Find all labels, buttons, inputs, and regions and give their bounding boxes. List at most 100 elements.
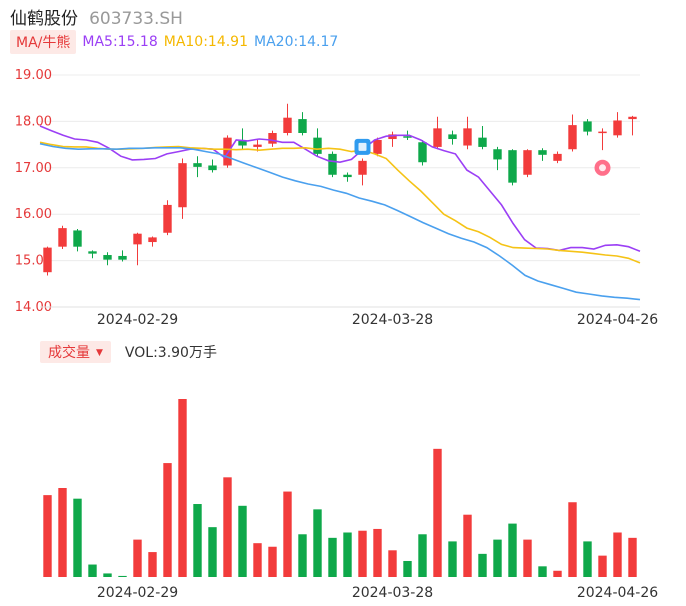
volume-bar [508, 523, 517, 577]
y-tick-label: 14.00 [15, 300, 52, 315]
candle-body [463, 128, 472, 146]
volume-bar [118, 575, 127, 577]
ma5-value: MA5:15.18 [82, 34, 158, 50]
volume-bar [538, 566, 547, 577]
stock-title: 仙鹤股份 603733.SH [10, 4, 183, 29]
candle-body [58, 228, 67, 247]
candle-body [223, 137, 232, 166]
candle-body [178, 163, 187, 208]
volume-bar [448, 541, 457, 577]
volume-bar [163, 463, 172, 577]
volume-legend: 成交量 ▼ VOL:3.90万手 [40, 341, 217, 363]
stock-name: 仙鹤股份 [10, 9, 78, 29]
x-date-label: 2024-04-26 [577, 312, 658, 328]
candle-body [43, 247, 52, 273]
candle-body [628, 116, 637, 120]
volume-bar [523, 539, 532, 577]
volume-bar [388, 550, 397, 577]
stock-code: 603733.SH [89, 9, 183, 29]
candle-body [538, 150, 547, 155]
candle-body [508, 150, 517, 183]
volume-bar [583, 541, 592, 577]
candle-body [388, 134, 397, 140]
candle-body [478, 137, 487, 147]
y-tick-label: 17.00 [15, 161, 52, 176]
volume-bar [103, 573, 112, 577]
volume-bar [88, 564, 97, 577]
candle-body [433, 128, 442, 147]
candle-body [448, 134, 457, 140]
candle-body [298, 119, 307, 133]
candle-body [523, 150, 532, 175]
y-tick-label: 19.00 [15, 68, 52, 83]
volume-bar [73, 498, 82, 577]
volume-bar [133, 539, 142, 577]
volume-bar [478, 553, 487, 577]
volume-bar [253, 543, 262, 577]
candle-body [73, 230, 82, 247]
y-tick-label: 15.00 [15, 254, 52, 269]
candle-body [163, 204, 172, 233]
ma-indicator-selector[interactable]: MA/牛熊 [10, 30, 77, 54]
candle-body [343, 174, 352, 178]
volume-bar [283, 491, 292, 577]
volume-bar [463, 514, 472, 577]
candle-body [568, 125, 577, 150]
candle-body [403, 136, 412, 138]
candle-body [583, 121, 592, 132]
candle-body [553, 153, 562, 161]
ma-line-ma10 [39, 141, 641, 264]
candle-body [328, 153, 337, 175]
candle-body [613, 120, 622, 136]
candle-body [208, 165, 217, 171]
volume-tag-label: 成交量 [48, 345, 90, 361]
volume-bar [238, 505, 247, 577]
candle-body [283, 117, 292, 133]
candle-body [88, 251, 97, 254]
volume-bar [553, 570, 562, 577]
candle-body [598, 131, 607, 134]
candle-body [103, 255, 112, 260]
volume-bar [403, 560, 412, 577]
volume-bar [298, 534, 307, 577]
x-date-label: 2024-04-26 [577, 585, 658, 601]
candle-body [118, 255, 127, 260]
volume-bar [58, 488, 67, 577]
volume-bar [43, 495, 52, 577]
volume-bar [178, 399, 187, 577]
volume-bar [613, 532, 622, 577]
ma-line-ma5 [39, 125, 641, 253]
ma10-value: MA10:14.91 [163, 34, 249, 50]
volume-bar [208, 527, 217, 577]
candle-body [193, 163, 202, 167]
volume-bar [343, 532, 352, 577]
volume-bar [418, 534, 427, 577]
candle-body [313, 137, 322, 154]
ma20-value: MA20:14.17 [254, 34, 339, 50]
candle-body [133, 233, 142, 245]
x-date-label: 2024-03-28 [352, 585, 433, 601]
volume-bar [493, 539, 502, 577]
ma-line-ma20 [39, 142, 641, 301]
volume-bar [148, 552, 157, 577]
volume-bar [313, 509, 322, 577]
volume-bar [433, 448, 442, 577]
volume-bar [373, 528, 382, 577]
volume-bar [628, 537, 637, 577]
caret-down-icon: ▼ [96, 348, 103, 358]
volume-bar [598, 555, 607, 577]
volume-bar [358, 530, 367, 577]
x-date-label: 2024-02-29 [97, 312, 178, 328]
volume-indicator-selector[interactable]: 成交量 ▼ [40, 341, 111, 363]
candle-body [238, 140, 247, 146]
x-date-label: 2024-03-28 [352, 312, 433, 328]
signal-marker-inner [358, 142, 367, 151]
y-tick-label: 16.00 [15, 207, 52, 222]
volume-value: VOL:3.90万手 [124, 345, 217, 361]
volume-bar [193, 504, 202, 577]
ma-legend: MA/牛熊 MA5:15.18 MA10:14.91 MA20:14.17 [10, 30, 338, 54]
y-tick-label: 18.00 [15, 114, 52, 129]
candle-body [148, 237, 157, 243]
volume-bar [268, 546, 277, 577]
